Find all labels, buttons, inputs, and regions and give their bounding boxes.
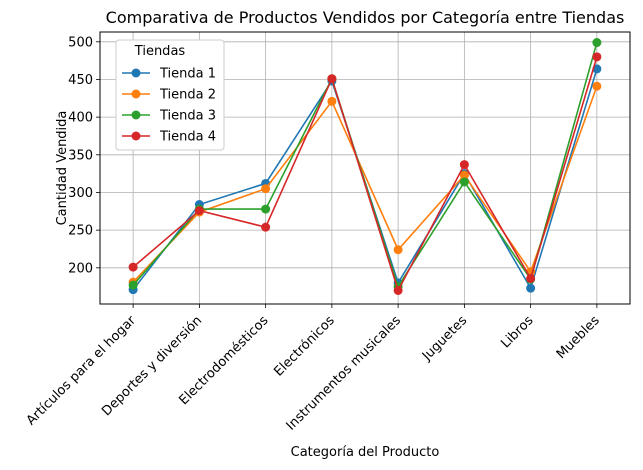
data-point [261,204,271,214]
data-point [459,177,469,187]
legend-label: Tienda 3 [159,109,216,124]
data-point [128,280,138,290]
legend-swatch-marker [131,68,141,78]
y-tick-label: 300 [68,186,93,201]
chart-title: Comparativa de Productos Vendidos por Ca… [106,8,625,27]
series-group [128,38,602,295]
data-point [261,222,271,232]
series-line [132,56,598,293]
data-point [592,38,602,48]
data-point [526,283,536,293]
legend-item: Tienda 4 [122,130,216,145]
data-point [261,184,271,194]
x-tick-label: Electrónicos [271,313,337,379]
data-point [128,262,138,272]
legend-item: Tienda 3 [122,109,216,124]
data-point [459,170,469,180]
series-line [132,85,598,283]
legend-label: Tienda 4 [159,130,216,145]
x-tick-label: Instrumentos musicales [284,313,404,433]
legend-label: Tienda 2 [159,88,216,103]
y-tick-label: 500 [68,35,93,50]
y-tick-label: 200 [68,261,93,276]
y-tick-label: 350 [68,148,93,163]
data-point [459,160,469,170]
data-point [592,52,602,62]
data-point [327,96,337,106]
plot-area-frame [99,31,631,305]
data-point [526,273,536,283]
legend-swatch-marker [131,89,141,99]
legend-box [115,39,225,151]
y-tick-label: 450 [68,73,93,88]
y-axis-title: Cantidad Vendida [55,111,70,226]
legend: Tiendas Tienda 1 Tienda 2 Tienda 3 Tienda 4 [115,39,225,151]
legend-swatch-marker [131,110,141,120]
legend-item: Tienda 2 [122,88,216,103]
legend-title: Tiendas [134,44,186,59]
x-tick-label: Muebles [554,313,603,362]
axis-ticks: 200 250 300 350 400 450 500 Artículos para el h… [24,35,603,433]
data-point [592,81,602,91]
x-tick-label: Libros [498,313,536,351]
x-tick-label: Juguetes [419,313,470,364]
data-point [194,206,204,216]
legend-swatch-marker [131,131,141,141]
legend-item: Tienda 1 [122,67,216,82]
data-point [393,245,403,255]
x-tick-label: Artículos para el hogar [24,313,140,429]
x-axis-title: Categoría del Producto [291,445,440,460]
legend-label: Tienda 1 [159,67,216,82]
series-4 [128,52,602,295]
legend-items: Tienda 1 Tienda 2 Tienda 3 Tienda 4 [122,67,216,145]
data-point [393,285,403,295]
y-tick-label: 250 [68,224,93,239]
y-tick-label: 400 [68,111,93,126]
data-point [327,74,337,84]
